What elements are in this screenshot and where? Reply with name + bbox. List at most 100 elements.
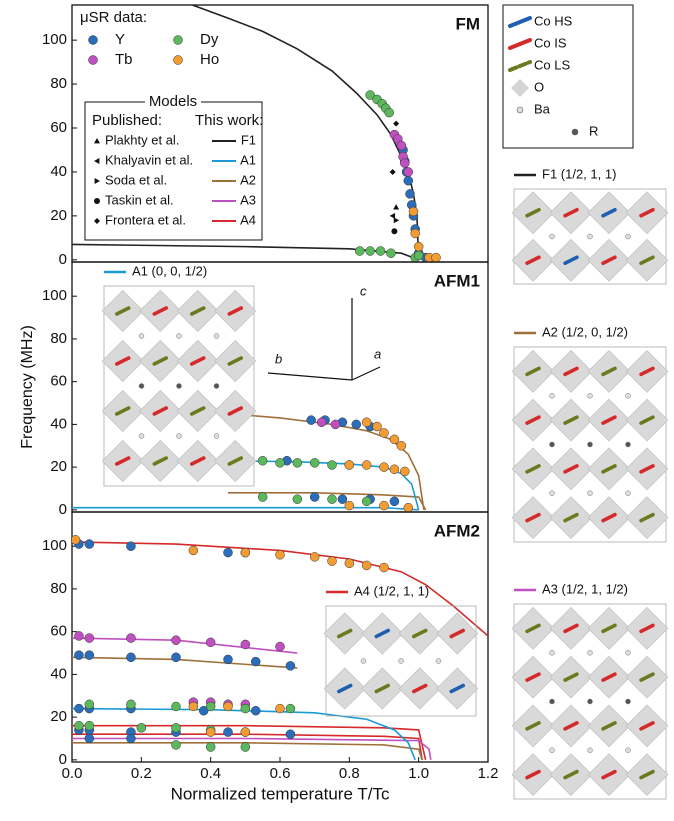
data-point: [361, 496, 372, 507]
data-point: [327, 494, 337, 504]
ion: [549, 698, 555, 705]
crystal-structure: [101, 285, 257, 487]
ion: [138, 333, 145, 339]
data-point: [275, 641, 285, 652]
model-curve: [227, 412, 427, 511]
data-point: [84, 699, 95, 710]
structure-label: A4 (1/2, 1, 1): [354, 583, 429, 598]
data-point: [84, 650, 95, 660]
co-arrow: [412, 683, 428, 694]
data-point: [386, 248, 396, 258]
data-point: [379, 500, 389, 511]
structure-label: A3 (1/2, 1, 1/2): [542, 581, 628, 596]
ion: [549, 441, 555, 448]
key-box: [502, 4, 634, 149]
crystal-structure: [511, 188, 669, 285]
data-point: [400, 466, 410, 477]
data-point: [408, 206, 419, 217]
data-point: [365, 90, 375, 100]
co-arrow: [525, 415, 541, 425]
ion: [587, 650, 593, 656]
co-arrow: [563, 623, 579, 634]
data-point: [84, 633, 95, 643]
co-arrow: [639, 464, 655, 474]
legend-marker: [94, 138, 100, 144]
co-arrow: [639, 721, 655, 731]
this-work-title: This work:: [195, 112, 263, 129]
y-tick-label: 80: [50, 580, 67, 597]
x-tick-label: 0.8: [339, 765, 360, 782]
data-point: [372, 421, 382, 432]
legend-swatch: [88, 55, 98, 65]
legend-label: A3: [240, 192, 256, 207]
legend-marker: [94, 158, 100, 164]
data-point: [126, 652, 136, 663]
y-tick-label: 100: [42, 31, 67, 48]
co-arrow: [190, 306, 206, 316]
co-arrow: [601, 415, 617, 425]
co-arrow: [152, 456, 168, 466]
data-point: [413, 250, 424, 261]
key-label: Co IS: [534, 35, 567, 50]
panel-title: AFM2: [434, 521, 480, 540]
ion: [549, 490, 555, 496]
data-point: [257, 492, 268, 502]
data-point: [171, 701, 181, 712]
data-point: [74, 650, 84, 660]
crystal-structure: [511, 346, 669, 543]
data-point: [171, 723, 181, 733]
models-title-bg: [145, 94, 201, 110]
ion: [625, 698, 631, 705]
data-point: [74, 631, 84, 641]
legend-marker: [94, 218, 100, 224]
ion: [587, 698, 593, 705]
co-arrow: [449, 628, 465, 639]
data-point: [72, 535, 81, 545]
co-arrow: [374, 628, 390, 639]
inset-axis-label: b: [275, 351, 282, 366]
crystal-structure: [511, 603, 669, 800]
data-point: [188, 545, 199, 556]
ion: [549, 393, 555, 399]
ion: [587, 747, 593, 753]
published-point: [393, 217, 400, 224]
key-sphere: [516, 106, 524, 114]
data-point: [285, 703, 296, 714]
co-arrow: [563, 512, 579, 523]
data-point: [126, 633, 136, 643]
co-arrow: [337, 683, 353, 694]
data-point: [384, 107, 394, 118]
co-arrow: [115, 356, 131, 366]
ion: [625, 441, 631, 448]
co-arrow: [227, 456, 243, 466]
key-diamond: [511, 79, 529, 97]
y-tick-label: 0: [59, 751, 67, 768]
legend-label: Ho: [200, 51, 219, 68]
data-point: [126, 699, 136, 710]
y-tick-label: 20: [50, 458, 67, 475]
panel-title: FM: [455, 14, 480, 33]
data-point: [389, 434, 400, 445]
ion: [435, 658, 442, 664]
co-arrow: [227, 356, 243, 366]
data-point: [361, 460, 372, 470]
co-arrow: [639, 623, 655, 634]
co-arrow: [412, 628, 428, 639]
key-arrow: [508, 60, 532, 72]
data-point: [306, 415, 316, 425]
co-arrow: [601, 255, 617, 265]
co-arrow: [639, 366, 655, 377]
panel-title: AFM1: [434, 271, 480, 290]
data-point: [344, 500, 355, 511]
data-point: [351, 419, 362, 430]
y-tick-label: 60: [50, 119, 67, 136]
ion: [549, 747, 555, 753]
legend-label: A1: [240, 152, 256, 167]
data-point: [431, 252, 441, 262]
ion: [625, 650, 631, 656]
data-point: [316, 417, 327, 428]
ion: [587, 233, 593, 240]
data-point: [285, 729, 296, 739]
published-title: Published:: [92, 112, 162, 129]
legend-swatch: [88, 35, 98, 45]
